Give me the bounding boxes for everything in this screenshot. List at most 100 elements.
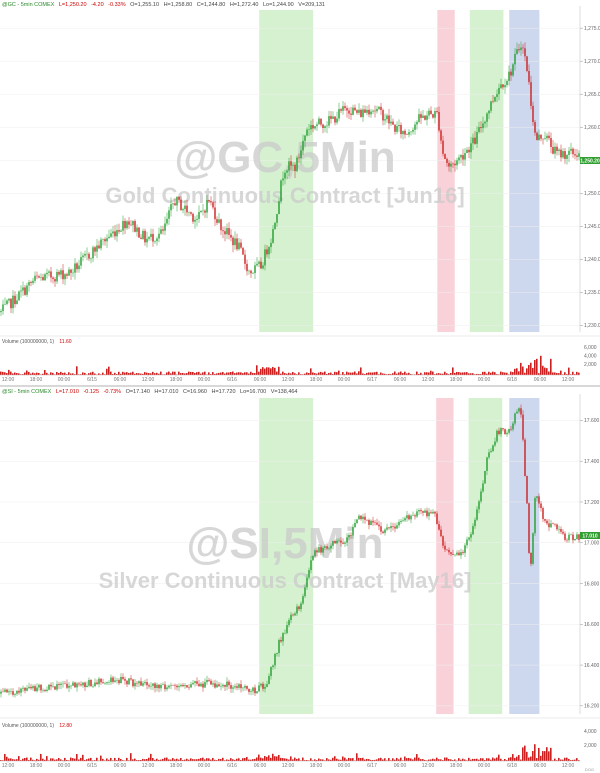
gold-volume-bar bbox=[12, 373, 14, 375]
gold-volume-axis: 6,000 4,000 2,000 bbox=[584, 345, 597, 368]
silver-candle-body bbox=[274, 653, 276, 666]
silver-candle-body bbox=[2, 691, 4, 693]
silver-volume-bar bbox=[0, 760, 2, 761]
silver-volume-bar bbox=[16, 759, 18, 761]
gold-candle-body bbox=[158, 233, 160, 239]
silver-volume-bar bbox=[132, 759, 134, 761]
silver-candle-body bbox=[568, 534, 570, 541]
gold-candle-body bbox=[146, 238, 148, 243]
gold-volume-bar bbox=[556, 372, 558, 375]
silver-volume-bar bbox=[386, 760, 388, 761]
silver-volume-bar bbox=[282, 758, 284, 761]
gold-volume-bar bbox=[284, 373, 286, 375]
gold-y-tick-label: 1,245.00 bbox=[584, 224, 600, 230]
gold-candle-body bbox=[154, 241, 156, 242]
gold-candle-body bbox=[280, 180, 282, 202]
silver-volume-bar bbox=[546, 747, 548, 761]
silver-candle-body bbox=[192, 682, 194, 685]
silver-volume-bar bbox=[416, 754, 418, 761]
gold-y-tick-label: 1,260.00 bbox=[584, 125, 600, 131]
silver-candle-body bbox=[70, 685, 72, 687]
gold-candle-body bbox=[18, 291, 20, 301]
gold-volume-bar bbox=[42, 373, 44, 375]
gold-volume-bar bbox=[574, 374, 576, 375]
silver-candle-body bbox=[368, 519, 370, 525]
silver-volume-bar bbox=[180, 758, 182, 761]
gold-candle-body bbox=[66, 274, 68, 276]
gold-volume-bar bbox=[208, 372, 210, 375]
gold-volume-bar bbox=[178, 371, 180, 375]
silver-volume-bar bbox=[142, 758, 144, 761]
silver-volume-bar bbox=[560, 759, 562, 761]
silver-candle-body bbox=[484, 470, 486, 484]
gold-volume-bar bbox=[14, 372, 16, 375]
gold-candle-body bbox=[364, 109, 366, 113]
silver-candle-body bbox=[280, 639, 282, 642]
silver-candle-body bbox=[540, 503, 542, 509]
gold-volume-bar bbox=[566, 374, 568, 375]
gold-candle-body bbox=[206, 200, 208, 213]
gold-volume-bar bbox=[410, 374, 412, 375]
gold-candle-body bbox=[462, 155, 464, 160]
gold-candle-body bbox=[526, 56, 528, 71]
gold-candle-body bbox=[502, 84, 504, 88]
silver-candle-body bbox=[436, 513, 438, 525]
silver-candle-body bbox=[138, 681, 140, 684]
silver-candle-body bbox=[336, 540, 338, 544]
gold-volume-bar bbox=[50, 372, 52, 375]
gold-candle-body bbox=[418, 114, 420, 122]
gold-volume-bar bbox=[248, 373, 250, 375]
silver-volume-bar bbox=[538, 747, 540, 761]
silver-volume-bar bbox=[280, 757, 282, 761]
gold-candle-body bbox=[556, 146, 558, 151]
gold-header-close: C=1,244.80 bbox=[197, 2, 226, 8]
gold-volume-bar bbox=[414, 374, 416, 375]
silver-volume-bar bbox=[566, 757, 568, 761]
silver-volume-bar bbox=[468, 757, 470, 761]
gold-x-tick-label: 18:00 bbox=[30, 377, 43, 383]
gold-volume-bar bbox=[548, 371, 550, 375]
gold-volume-bar bbox=[234, 373, 236, 375]
silver-candle-body bbox=[214, 683, 216, 688]
silver-volume-label: Volume (100000000, 1) bbox=[2, 723, 54, 729]
silver-candle-body bbox=[144, 682, 146, 684]
gold-candle-body bbox=[314, 126, 316, 129]
silver-volume-bar bbox=[204, 759, 206, 761]
gold-volume-bar bbox=[18, 373, 20, 375]
gold-volume-bar bbox=[528, 364, 530, 375]
silver-volume-bar bbox=[300, 760, 302, 761]
gold-candle-body bbox=[310, 125, 312, 130]
silver-grid bbox=[0, 420, 580, 707]
gold-volume-bar bbox=[420, 372, 422, 375]
gold-x-tick-label: 6/15 bbox=[87, 377, 97, 383]
silver-volume-bar bbox=[410, 758, 412, 761]
gold-candle-body bbox=[230, 234, 232, 238]
gold-volume-bar bbox=[468, 373, 470, 375]
gold-volume-bar bbox=[216, 373, 218, 375]
gold-candle-body bbox=[432, 114, 434, 118]
gold-volume-bar bbox=[562, 374, 564, 375]
gold-candle-body bbox=[80, 257, 82, 266]
gold-volume-bar bbox=[232, 371, 234, 375]
gold-candle-body bbox=[516, 49, 518, 54]
silver-volume-bar bbox=[238, 758, 240, 761]
gold-candle-body bbox=[290, 161, 292, 166]
silver-volume-bar bbox=[514, 757, 516, 761]
silver-candle-body bbox=[454, 554, 456, 556]
silver-volume-bar bbox=[212, 757, 214, 761]
gold-candle-body bbox=[234, 238, 236, 246]
silver-candle-body bbox=[30, 686, 32, 689]
gold-volume-bar bbox=[490, 372, 492, 375]
silver-volume-bar bbox=[88, 758, 90, 761]
silver-candle-body bbox=[254, 687, 256, 694]
silver-volume-bar bbox=[66, 759, 68, 761]
gold-volume-bar bbox=[30, 373, 32, 375]
silver-candle-body bbox=[208, 679, 210, 681]
gold-volume-bar bbox=[56, 371, 58, 375]
gold-y-tick-label: 1,275.00 bbox=[584, 26, 600, 32]
gold-candle-body bbox=[406, 134, 408, 135]
gold-candle-body bbox=[450, 163, 452, 167]
gold-candle-body bbox=[264, 249, 266, 266]
gold-volume-bar bbox=[482, 371, 484, 375]
silver-candle-body bbox=[224, 684, 226, 687]
